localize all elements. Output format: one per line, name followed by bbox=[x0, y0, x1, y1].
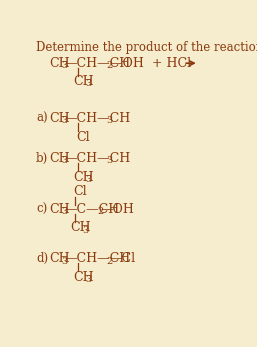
Text: CH: CH bbox=[49, 252, 70, 265]
Text: b): b) bbox=[36, 152, 48, 165]
Text: —C—CH: —C—CH bbox=[65, 203, 120, 216]
Text: CH: CH bbox=[49, 57, 70, 70]
Text: CH: CH bbox=[73, 75, 94, 88]
Text: 2: 2 bbox=[106, 61, 113, 70]
Text: 2: 2 bbox=[97, 207, 104, 216]
Text: 3: 3 bbox=[86, 275, 92, 284]
Text: CH: CH bbox=[73, 271, 94, 284]
Text: Cl: Cl bbox=[76, 130, 90, 144]
Text: CH: CH bbox=[49, 112, 70, 125]
Text: CH: CH bbox=[73, 171, 94, 184]
Text: —Cl: —Cl bbox=[110, 252, 136, 265]
Text: 3: 3 bbox=[62, 117, 68, 126]
Text: 3: 3 bbox=[62, 156, 68, 166]
Text: CH: CH bbox=[70, 221, 91, 235]
Text: 2: 2 bbox=[106, 256, 113, 265]
Text: d): d) bbox=[36, 252, 48, 265]
Text: Cl: Cl bbox=[73, 185, 87, 197]
Text: —OH: —OH bbox=[100, 203, 134, 216]
Text: CH: CH bbox=[49, 152, 70, 165]
Text: 3: 3 bbox=[62, 256, 68, 265]
Text: CH: CH bbox=[49, 203, 70, 216]
Text: —CH—CH: —CH—CH bbox=[65, 152, 131, 165]
Text: 3: 3 bbox=[82, 226, 89, 235]
Text: Determine the product of the reaction:: Determine the product of the reaction: bbox=[36, 41, 257, 54]
Text: —OH  + HCl: —OH + HCl bbox=[110, 57, 191, 70]
Text: 3: 3 bbox=[86, 79, 92, 88]
Text: —CH—CH: —CH—CH bbox=[65, 112, 131, 125]
Text: 3: 3 bbox=[86, 175, 92, 184]
Text: 3: 3 bbox=[62, 61, 68, 70]
Text: —CH—CH: —CH—CH bbox=[65, 252, 131, 265]
Text: a): a) bbox=[36, 112, 48, 125]
Text: 3: 3 bbox=[106, 117, 113, 126]
Text: —CH—CH: —CH—CH bbox=[65, 57, 131, 70]
Text: 3: 3 bbox=[106, 156, 113, 166]
Text: c): c) bbox=[36, 203, 47, 216]
Text: 3: 3 bbox=[62, 207, 68, 216]
